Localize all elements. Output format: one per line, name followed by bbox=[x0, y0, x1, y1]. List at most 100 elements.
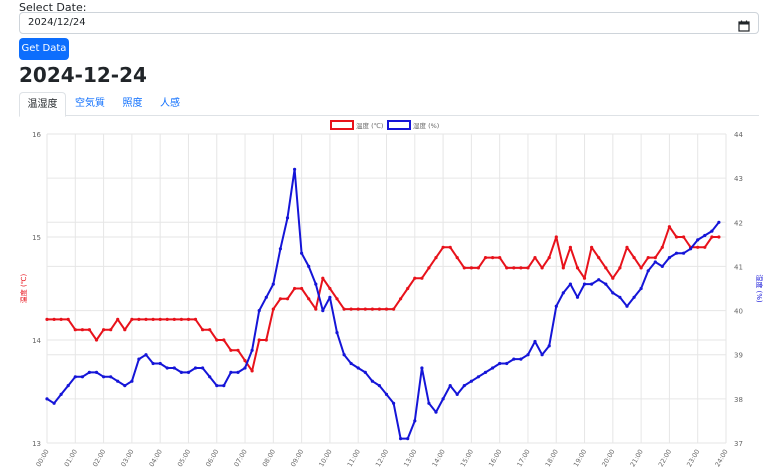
temperature-point bbox=[462, 266, 466, 270]
temperature-point bbox=[307, 297, 311, 301]
humidity-point bbox=[363, 370, 367, 374]
temperature-point bbox=[215, 338, 219, 342]
temperature-point bbox=[257, 338, 261, 342]
humidity-point bbox=[222, 384, 226, 388]
humidity-point bbox=[512, 357, 516, 361]
temperature-point bbox=[314, 307, 318, 311]
temperature-point bbox=[505, 266, 509, 270]
humidity-point bbox=[554, 304, 558, 308]
temperature-point bbox=[370, 307, 374, 311]
temperature-point bbox=[703, 245, 707, 249]
humidity-point bbox=[547, 344, 551, 348]
temperature-point bbox=[384, 307, 389, 311]
y-right-tick-label: 38 bbox=[734, 396, 743, 404]
humidity-point bbox=[328, 295, 332, 299]
humidity-point bbox=[427, 401, 431, 405]
humidity-point bbox=[300, 251, 304, 255]
temperature-point bbox=[73, 328, 77, 332]
humidity-point bbox=[384, 392, 389, 396]
x-tick-label: 03:00 bbox=[119, 448, 135, 468]
chart-grid bbox=[46, 133, 727, 444]
y-left-tick-label: 16 bbox=[32, 131, 41, 139]
date-value: 2024/12/24 bbox=[28, 17, 86, 28]
humidity-point bbox=[201, 366, 205, 370]
x-tick-label: 24:00 bbox=[713, 448, 729, 468]
humidity-point bbox=[611, 291, 615, 295]
temperature-point bbox=[278, 297, 282, 301]
temperature-point bbox=[696, 245, 700, 249]
temperature-point bbox=[328, 286, 332, 291]
get-data-button[interactable]: Get Data bbox=[19, 38, 69, 60]
humidity-point bbox=[653, 260, 657, 264]
tab-air-quality[interactable]: 空気質 bbox=[75, 98, 105, 109]
humidity-point bbox=[420, 366, 424, 370]
temperature-point bbox=[59, 317, 63, 321]
humidity-point bbox=[582, 282, 587, 286]
humidity-point bbox=[229, 370, 233, 374]
humidity-point bbox=[483, 370, 488, 374]
humidity-point bbox=[434, 410, 438, 414]
humidity-point bbox=[717, 220, 721, 224]
temperature-point bbox=[625, 245, 629, 249]
date-label: Select Date: bbox=[19, 1, 87, 14]
tab-temp-humidity[interactable]: 温湿度 bbox=[19, 92, 66, 117]
temperature-point bbox=[597, 256, 601, 260]
humidity-point bbox=[172, 366, 176, 370]
temperature-point bbox=[575, 266, 580, 270]
humidity-point bbox=[342, 353, 346, 357]
y-right-tick-label: 41 bbox=[734, 263, 743, 271]
humidity-point bbox=[568, 282, 573, 286]
temperature-point bbox=[151, 317, 155, 321]
temperature-point bbox=[540, 266, 544, 270]
humidity-point bbox=[392, 401, 396, 405]
legend-label-temperature: 温度 (℃) bbox=[356, 121, 383, 130]
x-tick-label: 18:00 bbox=[544, 448, 560, 468]
humidity-point bbox=[526, 353, 530, 357]
temperature-point bbox=[222, 338, 226, 342]
temperature-point bbox=[618, 266, 622, 270]
humidity-point bbox=[137, 357, 141, 361]
temperature-point bbox=[526, 266, 530, 270]
page-title: 2024-12-24 bbox=[19, 63, 147, 87]
humidity-point bbox=[278, 247, 282, 251]
temperature-point bbox=[186, 317, 191, 321]
humidity-point bbox=[59, 392, 63, 396]
legend-swatch-temperature bbox=[330, 120, 354, 130]
chart-lines bbox=[45, 167, 721, 441]
temperature-point bbox=[94, 338, 99, 342]
y-right-tick-label: 43 bbox=[734, 175, 743, 183]
humidity-point bbox=[130, 379, 134, 383]
temperature-point bbox=[519, 266, 523, 270]
temperature-point bbox=[356, 307, 360, 311]
temperature-point bbox=[561, 266, 565, 270]
humidity-point bbox=[561, 291, 565, 295]
temperature-point bbox=[130, 317, 134, 321]
x-tick-label: 06:00 bbox=[204, 448, 220, 468]
x-tick-label: 09:00 bbox=[289, 448, 305, 468]
temperature-point bbox=[116, 317, 120, 321]
tab-motion[interactable]: 人感 bbox=[160, 98, 180, 109]
calendar-icon[interactable] bbox=[738, 17, 750, 36]
y-left-tick-label: 14 bbox=[32, 337, 41, 345]
humidity-point bbox=[94, 370, 99, 374]
humidity-point bbox=[236, 370, 240, 374]
temperature-point bbox=[413, 276, 417, 280]
temperature-point bbox=[667, 225, 672, 229]
humidity-point bbox=[505, 361, 509, 366]
humidity-point bbox=[307, 264, 311, 268]
humidity-point bbox=[370, 379, 374, 383]
x-tick-label: 11:00 bbox=[346, 448, 362, 468]
humidity-point bbox=[80, 375, 84, 379]
date-input[interactable]: 2024/12/24 bbox=[19, 12, 759, 34]
tab-illuminance[interactable]: 照度 bbox=[122, 98, 143, 109]
humidity-point bbox=[349, 361, 353, 366]
humidity-point bbox=[123, 384, 127, 388]
humidity-point bbox=[243, 366, 247, 370]
tab-bar: 温湿度 空気質 照度 人感 bbox=[19, 92, 759, 117]
humidity-point bbox=[533, 339, 537, 344]
temperature-point bbox=[710, 235, 714, 239]
temperature-point bbox=[653, 256, 657, 260]
humidity-point bbox=[597, 278, 601, 282]
temperature-point bbox=[547, 256, 551, 260]
temperature-point bbox=[377, 307, 381, 311]
